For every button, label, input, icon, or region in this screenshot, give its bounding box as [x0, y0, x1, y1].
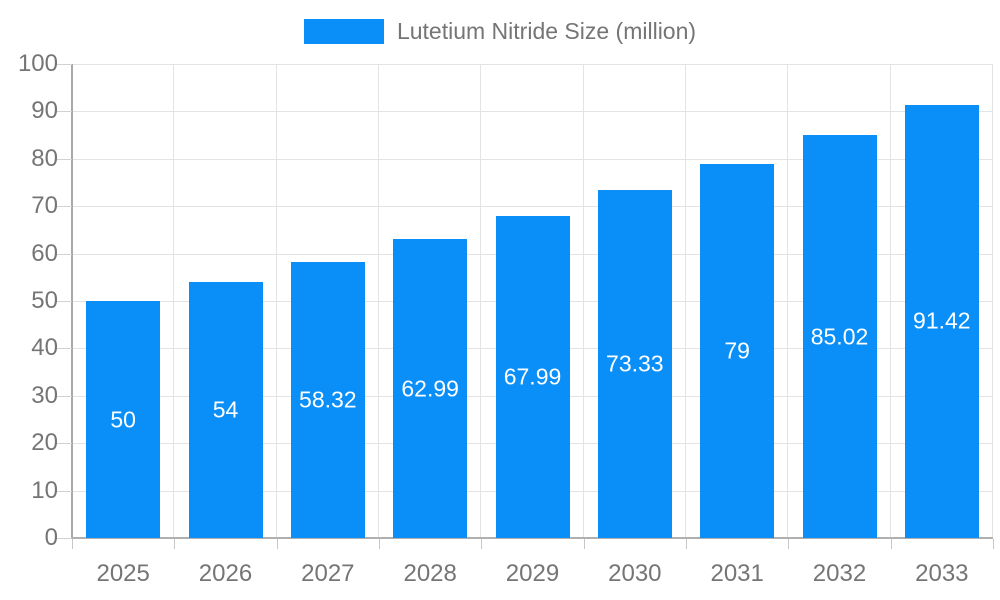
y-axis-tick	[57, 301, 72, 302]
gridline-v	[582, 64, 584, 538]
y-tick-label: 40	[31, 334, 58, 362]
y-axis-tick	[57, 395, 72, 397]
bar-value-label: 73.33	[606, 350, 664, 377]
y-tick-label: 50	[31, 287, 58, 314]
x-tick-label: 2027	[301, 560, 355, 587]
bar: 79	[700, 163, 775, 538]
bar-value-label: 91.42	[913, 307, 971, 334]
bar-value-label: 79	[724, 337, 750, 364]
bar-value-label: 50	[110, 406, 136, 432]
bar: 50	[86, 301, 161, 538]
gridline-v	[378, 64, 379, 538]
gridline-h	[72, 206, 993, 208]
y-tick-label: 80	[31, 144, 58, 172]
gridline-v	[685, 64, 686, 538]
y-tick-label: 10	[31, 476, 58, 504]
bar-value-label: 58.32	[299, 386, 357, 413]
gridline-h	[72, 158, 993, 160]
y-axis-tick	[57, 111, 72, 113]
gridline-v	[787, 64, 789, 538]
bar-value-label: 62.99	[401, 375, 459, 402]
x-axis-tick	[276, 539, 278, 549]
bar-value-label: 67.99	[503, 363, 562, 390]
x-axis-tick	[481, 539, 483, 549]
bar: 67.99	[495, 215, 570, 538]
y-axis-tick	[57, 490, 72, 492]
bar: 91.42	[904, 104, 979, 538]
legend-swatch	[303, 18, 384, 44]
x-tick-label: 2033	[915, 560, 969, 587]
gridline-h	[72, 111, 993, 113]
bar-value-label: 54	[212, 396, 239, 423]
bar: 54	[188, 282, 263, 538]
x-tick-label: 2031	[710, 560, 764, 587]
x-axis-tick	[379, 539, 380, 549]
x-axis-tick	[583, 539, 585, 549]
x-tick-label: 2030	[608, 560, 662, 587]
x-tick-label: 2028	[403, 560, 457, 587]
y-axis-tick	[57, 348, 72, 350]
x-tick-label: 2026	[198, 560, 253, 587]
x-tick-label: 2025	[96, 560, 150, 587]
y-tick-label: 70	[31, 192, 58, 220]
x-axis-tick	[72, 539, 73, 549]
x-tick-label: 2029	[505, 560, 560, 587]
y-tick-label: 20	[31, 429, 58, 457]
gridline-v	[275, 64, 277, 538]
x-axis-tick	[174, 539, 176, 549]
y-tick-label: 30	[31, 381, 58, 409]
bar: 58.32	[290, 261, 365, 538]
x-axis-tick	[686, 539, 687, 549]
x-axis-line	[72, 537, 993, 539]
y-axis-tick	[57, 443, 72, 445]
gridline-h	[72, 64, 993, 65]
y-axis-tick	[57, 206, 72, 208]
plot-area: 50 54 58.32 62.99 67.99 73.33 79 85.02 91.42	[71, 64, 993, 539]
x-axis-tick	[788, 539, 790, 549]
gridline-v	[889, 64, 891, 538]
bar: 85.02	[802, 135, 877, 538]
bar: 73.33	[597, 190, 672, 538]
gridline-v	[480, 64, 482, 538]
x-tick-label: 2032	[812, 560, 867, 587]
y-axis-tick	[57, 158, 72, 160]
x-axis-tick	[993, 539, 994, 549]
y-axis-tick	[57, 253, 72, 255]
bar-value-label: 85.02	[810, 323, 869, 349]
gridline-v	[173, 64, 175, 538]
y-tick-label: 90	[31, 97, 58, 125]
y-axis-line	[71, 64, 73, 538]
y-tick-label: 100	[17, 50, 58, 77]
legend: Lutetium Nitride Size (million)	[0, 16, 1000, 46]
y-axis-tick	[57, 64, 72, 65]
x-axis-tick	[890, 539, 892, 549]
legend-label: Lutetium Nitride Size (million)	[396, 17, 697, 44]
y-tick-label: 60	[31, 239, 58, 267]
y-tick-label: 0	[44, 524, 58, 551]
y-axis-tick	[57, 538, 72, 539]
bar: 62.99	[393, 239, 468, 538]
gridline-v	[992, 64, 993, 538]
